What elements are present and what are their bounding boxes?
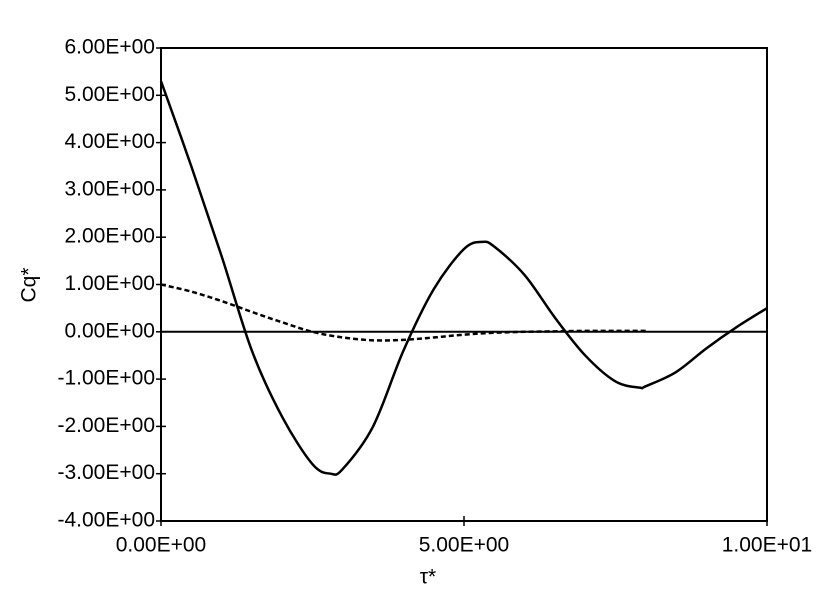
x-axis-label: τ* [420, 566, 436, 589]
y-tick-label: -3.00E+00 [58, 461, 156, 484]
y-tick-label: -2.00E+00 [58, 414, 156, 437]
series-line [160, 283, 646, 342]
y-tick-label: 4.00E+00 [64, 130, 155, 153]
y-tick-label: 0.00E+00 [64, 319, 155, 342]
y-tick-label: 3.00E+00 [64, 177, 155, 200]
x-tick-label: 5.00E+00 [419, 534, 510, 557]
y-axis-label: Cq* [18, 267, 41, 302]
y-tick-label: 5.00E+00 [64, 83, 155, 106]
y-tick-label: 2.00E+00 [64, 225, 155, 248]
y-tick-label: 1.00E+00 [64, 272, 155, 295]
plot-frame [160, 47, 768, 522]
x-tick-label: 0.00E+00 [116, 534, 207, 557]
series-line [159, 80, 768, 476]
y-tick-label: 6.00E+00 [64, 36, 155, 59]
y-tick-label: -1.00E+00 [58, 367, 156, 390]
y-tick-label: -4.00E+00 [58, 509, 156, 532]
x-tick-label: 1.00E+01 [722, 534, 813, 557]
